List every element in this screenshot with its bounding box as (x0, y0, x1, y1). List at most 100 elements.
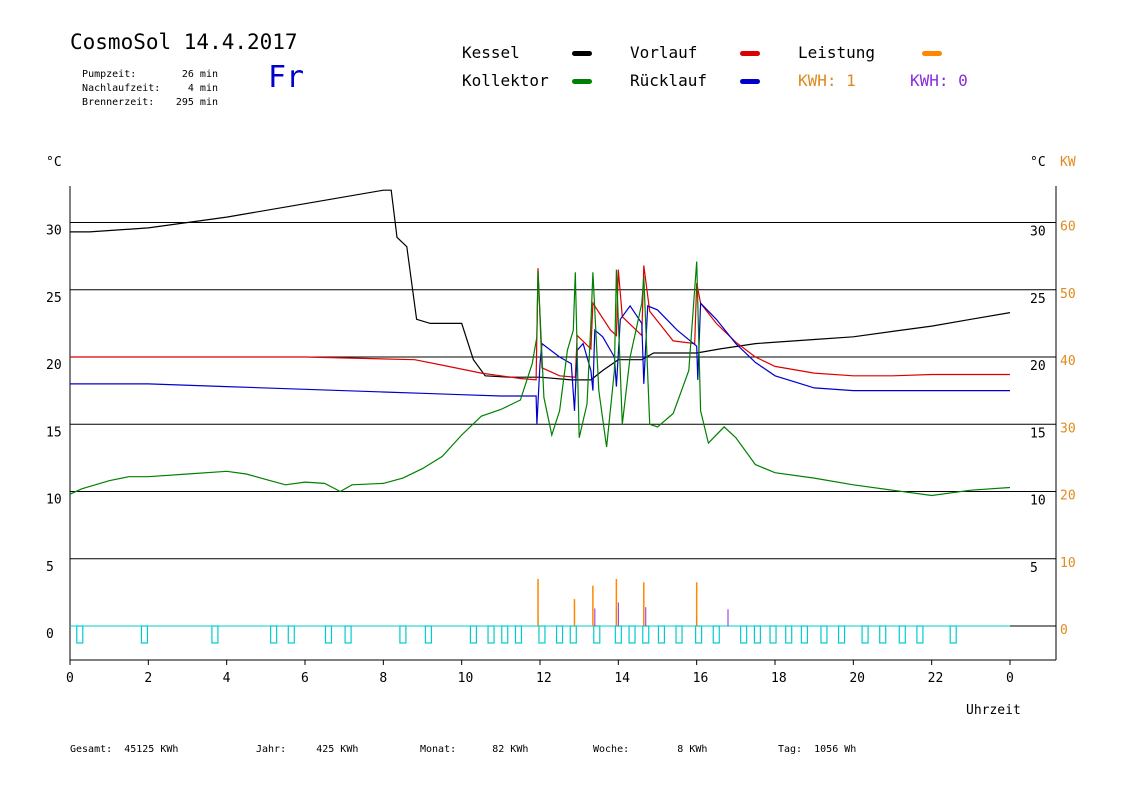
legend-ruecklauf-label: Rücklauf (630, 71, 708, 90)
pump-marker (614, 625, 622, 644)
pump-marker (820, 625, 828, 644)
footer-value: 425 KWh (316, 744, 359, 755)
x-tick-label: 6 (301, 671, 309, 686)
pump-marker (569, 625, 577, 644)
pump-marker (270, 625, 278, 644)
pump-marker (324, 625, 333, 644)
pump-marker (344, 625, 352, 644)
y-tick-label-right: 20 (1030, 359, 1046, 374)
pump-marker (140, 625, 149, 644)
legend-kwh1-label: KWH: 1 (798, 71, 856, 90)
info-value: 4 min (187, 83, 218, 94)
pump-marker (861, 625, 869, 644)
footer-label: Monat: (420, 744, 457, 755)
x-tick-label: 22 (928, 671, 944, 686)
footer-tag: Tag: 1056 Wh (778, 744, 856, 755)
pump-marker (76, 625, 84, 644)
pump-marker (800, 625, 808, 644)
x-tick-label: 0 (1006, 671, 1014, 686)
pump-marker (555, 625, 564, 644)
weekday-label: Fr (268, 60, 305, 95)
pump-marker (657, 625, 666, 644)
y-tick-label-right: 15 (1030, 426, 1046, 441)
y-unit-left: °C (46, 155, 62, 170)
y-tick-label-right: 10 (1030, 494, 1046, 509)
y-tick-label-left: 20 (46, 358, 62, 373)
info-pumpzeit: Pumpzeit: 26 min (70, 58, 218, 80)
y-unit-right: °C (1030, 155, 1046, 170)
footer-gesamt: Gesamt: 45125 KWh (70, 744, 178, 755)
x-tick-label: 18 (771, 671, 787, 686)
x-tick-label: 16 (693, 671, 709, 686)
pump-marker (501, 625, 509, 644)
footer-label: Jahr: (256, 744, 287, 755)
pump-marker (642, 625, 650, 644)
pump-marker (695, 625, 703, 644)
pump-marker (916, 625, 924, 644)
y-tick-label-left: 30 (46, 224, 62, 239)
pump-marker (712, 625, 720, 644)
chart-title: CosmoSol 14.4.2017 (70, 30, 298, 54)
info-value: 295 min (175, 97, 218, 108)
y-tick-label-left: 10 (46, 493, 62, 508)
y-tick-label-power: 60 (1060, 220, 1076, 235)
pump-marker (879, 625, 887, 644)
footer-label: Woche: (593, 744, 630, 755)
y-tick-label-power: 0 (1060, 623, 1068, 638)
legend-leistung-swatch (922, 51, 942, 56)
x-tick-label: 8 (379, 671, 387, 686)
pump-marker (593, 625, 601, 644)
pump-marker (898, 625, 906, 644)
y-tick-label-left: 0 (46, 627, 54, 642)
footer-value: 45125 KWh (124, 744, 179, 755)
info-brennerzeit: Brennerzeit: 295 min (70, 86, 218, 108)
y-unit-power: KW (1060, 155, 1076, 170)
footer-label: Tag: (778, 744, 803, 755)
y-tick-label-right: 5 (1030, 561, 1038, 576)
x-axis-label: Uhrzeit (966, 703, 1021, 718)
info-nachlaufzeit: Nachlaufzeit: 4 min (70, 72, 218, 94)
pump-marker (769, 625, 777, 644)
legend-kollektor-swatch (572, 79, 592, 84)
legend-vorlauf-swatch (740, 51, 760, 56)
legend-kessel-label: Kessel (462, 43, 520, 62)
x-tick-label: 20 (849, 671, 865, 686)
x-tick-label: 14 (614, 671, 630, 686)
pump-marker (538, 625, 546, 644)
pump-marker (487, 625, 495, 644)
info-label: Pumpzeit: (82, 69, 137, 80)
pump-marker (740, 625, 748, 644)
legend-kwh0-label: KWH: 0 (910, 71, 968, 90)
x-tick-label: 10 (458, 671, 474, 686)
footer-value: 82 KWh (492, 744, 529, 755)
pump-marker (785, 625, 793, 644)
pump-marker (753, 625, 761, 644)
series-line-ruecklauf (70, 301, 1010, 425)
x-tick-label: 0 (66, 671, 74, 686)
series-line-kessel (70, 189, 1011, 381)
pump-marker (287, 625, 295, 644)
y-tick-label-power: 20 (1060, 489, 1076, 504)
y-tick-label-left: 25 (46, 291, 62, 306)
pump-marker (837, 625, 846, 644)
footer-label: Gesamt: (70, 744, 113, 755)
y-tick-label-right: 25 (1030, 292, 1046, 307)
y-tick-label-left: 5 (46, 560, 54, 575)
footer-woche: Woche: 8 KWh (593, 744, 707, 755)
legend-ruecklauf-swatch (740, 79, 760, 84)
legend-vorlauf-label: Vorlauf (630, 43, 698, 62)
pump-marker (949, 625, 957, 644)
y-tick-label-right: 30 (1030, 225, 1046, 240)
footer-monat: Monat: 82 KWh (420, 744, 528, 755)
footer-value: 8 KWh (677, 744, 708, 755)
y-tick-label-power: 50 (1060, 287, 1076, 302)
legend-kollektor-label: Kollektor (462, 71, 549, 90)
x-tick-label: 2 (144, 671, 152, 686)
pump-marker (211, 625, 219, 644)
legend-leistung-label: Leistung (798, 43, 876, 62)
footer-value: 1056 Wh (814, 744, 857, 755)
series-line-kollektor (69, 261, 1011, 497)
legend-kessel-swatch (572, 51, 592, 56)
pump-marker (514, 625, 523, 644)
